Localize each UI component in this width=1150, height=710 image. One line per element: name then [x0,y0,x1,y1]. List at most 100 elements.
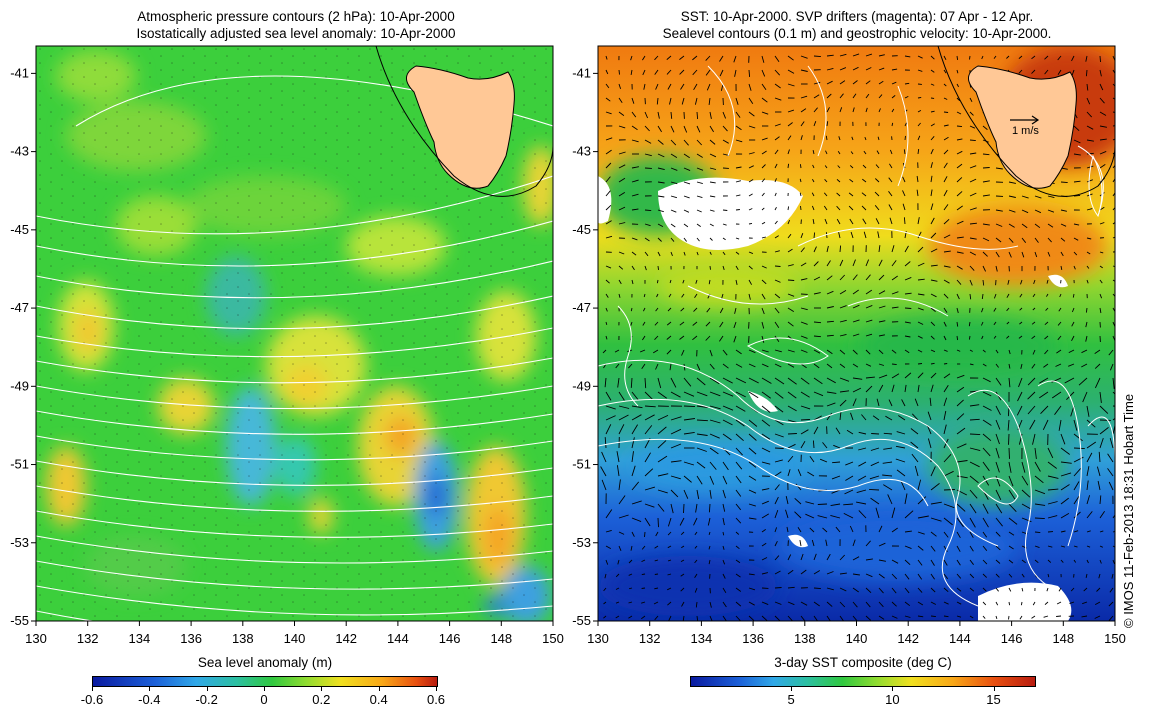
left-lat-tick-label: -45 [10,222,29,237]
left-lon-tick-label: 130 [25,631,47,646]
velocity-vector [787,433,797,435]
velocity-vector [969,139,976,142]
velocity-vector [869,488,880,491]
right-lat-tick-label: -47 [572,300,591,315]
velocity-vector [1008,447,1010,459]
colorbar-tick [206,686,208,691]
left-lon-tick-label: 142 [335,631,357,646]
velocity-vector [1085,307,1088,313]
right-lon-tick-label: 142 [897,631,919,646]
velocity-vector [839,245,842,253]
colorbar-tick-label: 0.2 [312,692,331,707]
colorbar-tick-label: 0.6 [426,692,446,707]
colorbar-tick [264,686,265,691]
left-lon-tick-label: 138 [232,631,254,646]
velocity-vector [813,55,821,58]
velocity-vector [774,265,781,267]
velocity-vector [657,265,659,270]
velocity-vector [871,433,880,435]
right-lon-tick-label: 132 [639,631,661,646]
sea-level-anomaly-map[interactable] [36,46,553,621]
right-lon-tick-label: 150 [1104,631,1126,646]
left-lat-tick-label: -47 [10,300,29,315]
left-lat-tick-label: -43 [10,144,29,159]
colorbar-tick-label: -0.4 [138,692,161,707]
colorbar-tick [993,686,995,691]
right-lon-tick-label: 148 [1052,631,1074,646]
velocity-vector [735,209,740,211]
left-lat-tick-label: -41 [10,65,29,80]
colorbar-tick-label: -0.2 [195,692,218,707]
velocity-vector [654,573,659,575]
velocity-vector [968,335,971,340]
left-lat-tick-label: -55 [10,613,29,628]
velocity-vector [1099,55,1101,63]
left-title-line1: Atmospheric pressure contours (2 hPa): 1… [137,9,455,24]
left-lon-tick-label: 150 [542,631,564,646]
right-lon-tick-label: 138 [794,631,816,646]
right-title-line1: SST: 10-Apr-2000. SVP drifters (magenta)… [680,9,1034,24]
colorbar-tick [436,686,437,691]
velocity-vector [787,206,790,211]
left-lon-tick-label: 136 [180,631,202,646]
right-lon-tick-label: 144 [949,631,971,646]
colorbar-tick [791,686,793,691]
velocity-vector [982,167,990,169]
colorbar-tick [892,686,894,691]
colorbar-tick-label: 10 [885,692,900,707]
sst-colorbar [690,676,1036,687]
velocity-vector [917,363,923,365]
right-lon-tick-label: 130 [587,631,609,646]
velocity-vector [800,418,811,421]
right-lon-tick-label: 140 [846,631,868,646]
velocity-vector [891,363,897,366]
velocity-vector [904,307,912,309]
velocity-vector [800,205,802,211]
velocity-vector [657,517,659,528]
velocity-vector [1085,69,1088,77]
left-title-line2: Isostatically adjusted sea level anomaly… [136,26,456,41]
velocity-vector [722,209,728,211]
left-lat-tick-label: -51 [10,457,29,472]
colorbar-tick-label: -0.6 [80,692,104,707]
right-lon-tick-label: 146 [1001,631,1023,646]
velocity-vector [917,96,922,99]
left-lon-tick-label: 140 [284,631,306,646]
left-lon-tick-label: 146 [439,631,461,646]
velocity-vector [683,405,696,408]
velocity-vector [969,55,971,60]
right-lat-tick-label: -41 [572,65,591,80]
left-colorbar-title: Sea level anomaly (m) [197,655,333,670]
colorbar-tick [149,686,151,691]
velocity-vector [1060,181,1068,184]
right-lat-tick-label: -43 [572,144,591,159]
velocity-vector [825,232,828,239]
colorbar-tick [321,686,323,691]
right-colorbar-title: 3-day SST composite (deg C) [774,655,952,670]
velocity-vector [787,279,795,281]
velocity-vector [817,503,828,505]
colorbar-tick [92,686,93,691]
right-lat-tick-label: -51 [572,457,591,472]
velocity-vector [1020,601,1023,606]
right-lat-tick-label: -45 [572,222,591,237]
velocity-vector [813,232,816,239]
colorbar-tick [378,686,380,691]
velocity-vector [943,111,949,113]
velocity-vector [943,489,955,491]
velocity-vector [1008,615,1010,620]
velocity-vector [969,433,981,436]
velocity-vector [956,335,959,341]
colorbar-tick-label: 0.4 [369,692,388,707]
velocity-vector [656,279,659,284]
velocity-vector [904,135,906,141]
velocity-vector [956,125,963,128]
left-lat-tick-label: -49 [10,378,29,393]
velocity-vector [748,222,753,225]
velocity-vector [1008,601,1011,606]
left-lon-tick-label: 132 [77,631,99,646]
velocity-vector [813,587,821,590]
velocity-vector [1034,517,1045,520]
velocity-vector [787,163,790,169]
velocity-vector [812,440,815,449]
